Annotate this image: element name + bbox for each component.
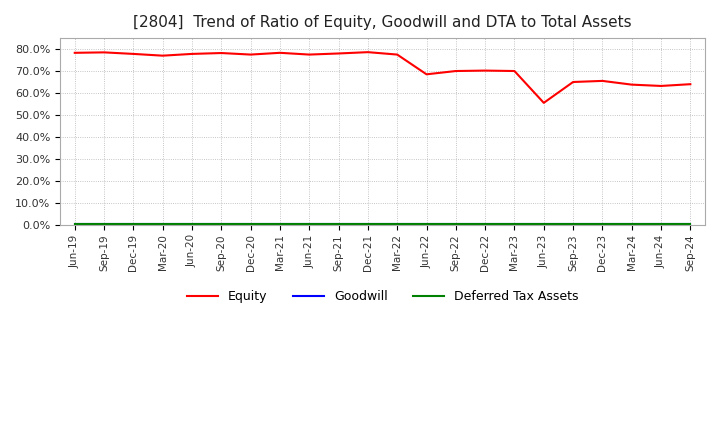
Equity [569,79,577,84]
Deferred Tax Assets [305,221,314,226]
Equity [129,51,138,57]
Deferred Tax Assets [334,221,343,226]
Deferred Tax Assets [393,221,402,226]
Goodwill [100,222,109,227]
Line: Equity: Equity [75,52,690,103]
Equity [276,50,284,55]
Goodwill [422,222,431,227]
Deferred Tax Assets [451,221,460,226]
Deferred Tax Assets [598,221,607,226]
Deferred Tax Assets [481,221,490,226]
Goodwill [158,222,167,227]
Equity [627,82,636,87]
Equity [71,50,79,55]
Goodwill [539,222,548,227]
Equity [598,78,607,84]
Equity [217,51,225,56]
Goodwill [246,222,255,227]
Deferred Tax Assets [217,221,225,226]
Deferred Tax Assets [539,221,548,226]
Equity [451,68,460,73]
Goodwill [598,222,607,227]
Equity [481,68,490,73]
Deferred Tax Assets [158,221,167,226]
Goodwill [305,222,314,227]
Equity [246,52,255,57]
Deferred Tax Assets [71,221,79,226]
Equity [657,83,665,88]
Deferred Tax Assets [422,221,431,226]
Deferred Tax Assets [276,221,284,226]
Equity [364,50,372,55]
Goodwill [481,222,490,227]
Equity [334,51,343,56]
Goodwill [217,222,225,227]
Deferred Tax Assets [569,221,577,226]
Goodwill [627,222,636,227]
Deferred Tax Assets [100,221,109,226]
Title: [2804]  Trend of Ratio of Equity, Goodwill and DTA to Total Assets: [2804] Trend of Ratio of Equity, Goodwil… [133,15,632,30]
Deferred Tax Assets [686,221,695,226]
Deferred Tax Assets [188,221,197,226]
Deferred Tax Assets [510,221,519,226]
Equity [100,50,109,55]
Equity [158,53,167,59]
Goodwill [71,222,79,227]
Equity [305,52,314,57]
Equity [188,51,197,57]
Deferred Tax Assets [364,221,372,226]
Deferred Tax Assets [657,221,665,226]
Goodwill [364,222,372,227]
Equity [686,81,695,87]
Equity [510,68,519,73]
Equity [422,72,431,77]
Equity [539,100,548,106]
Deferred Tax Assets [129,221,138,226]
Goodwill [334,222,343,227]
Equity [393,52,402,57]
Goodwill [510,222,519,227]
Goodwill [657,222,665,227]
Goodwill [188,222,197,227]
Goodwill [451,222,460,227]
Deferred Tax Assets [246,221,255,226]
Goodwill [569,222,577,227]
Goodwill [129,222,138,227]
Legend: Equity, Goodwill, Deferred Tax Assets: Equity, Goodwill, Deferred Tax Assets [181,285,583,308]
Goodwill [686,222,695,227]
Goodwill [393,222,402,227]
Goodwill [276,222,284,227]
Deferred Tax Assets [627,221,636,226]
